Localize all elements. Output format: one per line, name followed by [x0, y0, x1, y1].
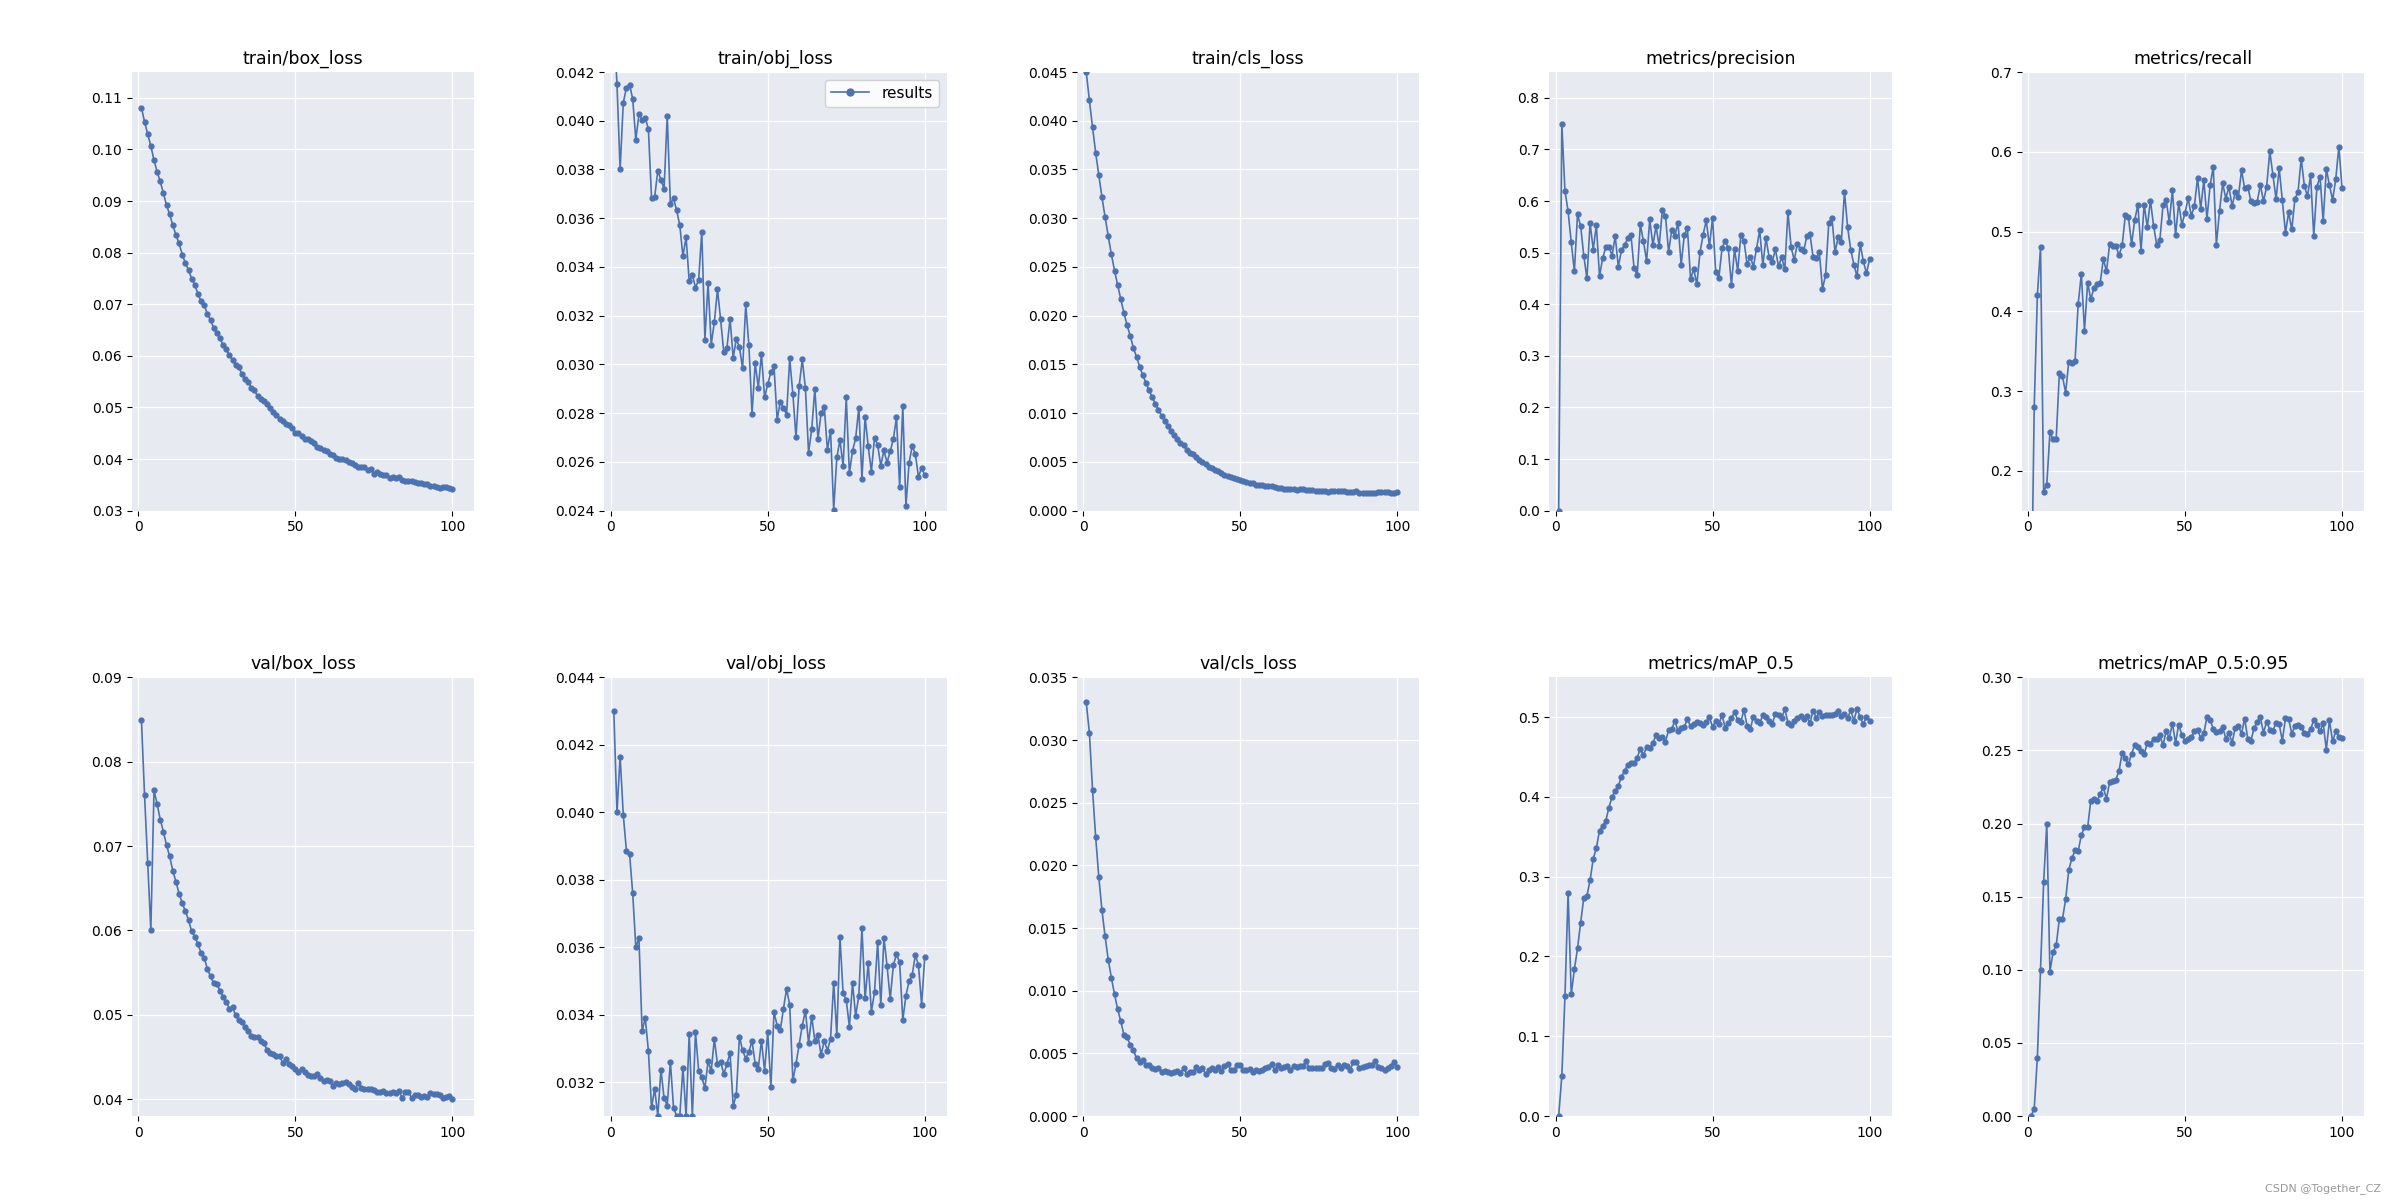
- Legend: results: results: [826, 79, 938, 107]
- Title: train/cls_loss: train/cls_loss: [1193, 49, 1303, 68]
- Title: val/box_loss: val/box_loss: [250, 655, 355, 673]
- Title: val/cls_loss: val/cls_loss: [1200, 655, 1296, 673]
- Title: train/obj_loss: train/obj_loss: [718, 49, 833, 68]
- Text: CSDN @Together_CZ: CSDN @Together_CZ: [2266, 1183, 2381, 1194]
- Title: metrics/recall: metrics/recall: [2134, 49, 2251, 67]
- Title: metrics/precision: metrics/precision: [1644, 49, 1795, 67]
- Title: val/obj_loss: val/obj_loss: [725, 655, 826, 673]
- Title: train/box_loss: train/box_loss: [242, 49, 362, 68]
- Title: metrics/mAP_0.5:0.95: metrics/mAP_0.5:0.95: [2098, 655, 2290, 673]
- Title: metrics/mAP_0.5: metrics/mAP_0.5: [1646, 655, 1793, 673]
